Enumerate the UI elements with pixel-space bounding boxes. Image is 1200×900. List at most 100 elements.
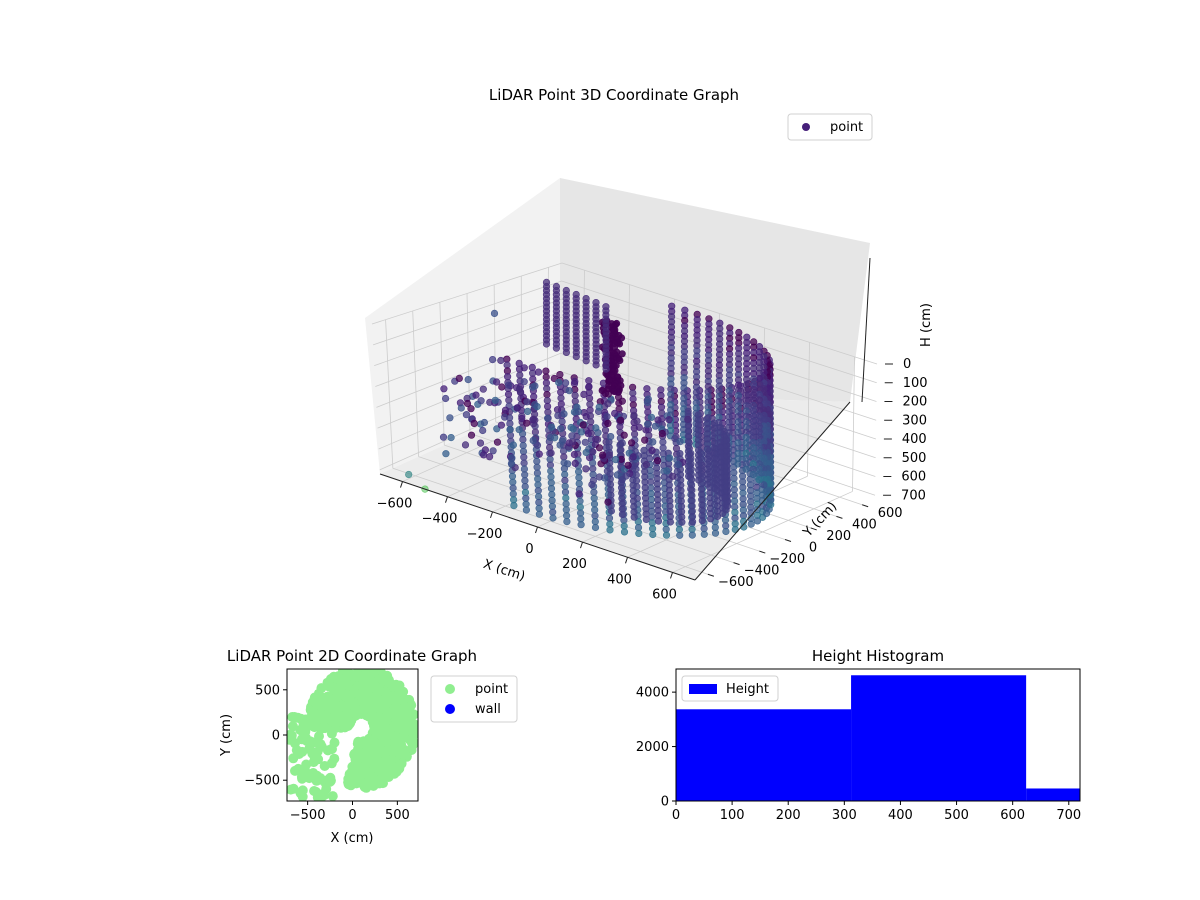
- point-3d: [467, 405, 475, 413]
- point-3d: [575, 474, 583, 482]
- point-2d: [390, 732, 401, 743]
- point-3d: [490, 309, 499, 318]
- point-3d: [447, 434, 455, 442]
- point-2d: [287, 730, 297, 741]
- x-tick-mark: [535, 526, 538, 534]
- point-3d: [534, 481, 542, 489]
- point-3d: [467, 431, 476, 439]
- point-3d: [629, 453, 637, 461]
- point-3d: [649, 438, 657, 446]
- histogram-bar-1: [851, 675, 1027, 801]
- legend-3d-frame: [787, 113, 873, 141]
- point-2d: [389, 768, 400, 779]
- point-2d: [396, 758, 407, 769]
- y-tick-label: 200: [826, 529, 851, 544]
- point-2d: [408, 737, 418, 748]
- point-3d: [560, 453, 568, 461]
- point-3d: [522, 494, 530, 502]
- y-tick-label: 0: [809, 541, 817, 556]
- point-3d: [592, 424, 600, 432]
- point-3d: [629, 389, 637, 397]
- point-3d: [604, 498, 612, 506]
- z-tick-label: 700: [901, 488, 926, 503]
- point-3d: [591, 523, 600, 532]
- point-3d: [529, 415, 538, 423]
- grid-z: [372, 280, 877, 384]
- legend-2d-marker-wall: [445, 704, 455, 714]
- point-3d: [591, 506, 599, 514]
- point-3d: [598, 451, 607, 459]
- point-3d: [607, 507, 616, 515]
- point-3d: [523, 419, 531, 427]
- legend-2d-marker-point: [445, 684, 455, 694]
- point-3d: [522, 506, 531, 514]
- point-3d: [676, 531, 684, 539]
- z-tick-label: 300: [902, 413, 927, 428]
- point-2d: [329, 753, 340, 764]
- point-3d: [557, 425, 565, 433]
- point-3d: [649, 530, 657, 539]
- point-3d: [595, 403, 603, 411]
- legend-histogram: Height: [681, 675, 779, 702]
- point-3d: [503, 361, 511, 369]
- x-tick-label-2d: 500: [385, 808, 410, 823]
- ticks-2d: −500 0 500 −500 0 500: [244, 683, 409, 823]
- point-3d: [624, 461, 632, 469]
- point-3d: [477, 397, 485, 405]
- point-2d: [371, 697, 382, 708]
- point-2d: [392, 746, 403, 757]
- point-3d: [584, 430, 592, 438]
- point-3d: [604, 419, 612, 428]
- point-3d: [479, 385, 487, 393]
- point-3d: [630, 411, 638, 419]
- point-3d: [518, 414, 526, 423]
- point-3d: [555, 378, 563, 387]
- point-3d: [547, 423, 556, 431]
- point-3d: [519, 436, 527, 444]
- chart-3d: LiDAR Point 3D Coordinate Graph −600−400…: [365, 86, 934, 602]
- point-3d: [534, 487, 542, 495]
- x-tick-label-histogram: 100: [720, 808, 745, 823]
- point-3d: [543, 414, 552, 422]
- point-3d: [678, 518, 686, 526]
- point-3d: [549, 514, 557, 522]
- point-3d: [561, 482, 569, 490]
- point-2d: [380, 748, 391, 758]
- point-2d: [350, 751, 361, 762]
- x-tick-label: 200: [562, 557, 587, 572]
- x-tick-label: −600: [377, 497, 413, 512]
- x-tick-label-histogram: 300: [832, 808, 857, 823]
- point-3d: [552, 344, 561, 352]
- point-3d: [457, 404, 465, 412]
- y-axis-label-2d: Y (cm): [219, 714, 234, 757]
- point-3d: [505, 381, 513, 389]
- point-3d: [663, 467, 671, 475]
- point-3d: [593, 435, 602, 444]
- point-3d: [684, 472, 693, 480]
- point-3d: [618, 439, 626, 447]
- z-axis-line: [861, 257, 871, 403]
- grid-z: [371, 262, 878, 365]
- point-3d: [547, 467, 555, 475]
- point-3d: [481, 446, 490, 454]
- y-tick-mark: [733, 562, 740, 566]
- point-2d: [395, 738, 406, 749]
- point-3d: [633, 417, 641, 425]
- point-3d: [550, 374, 558, 383]
- point-3d: [547, 449, 555, 457]
- y-tick-label-2d: 500: [255, 683, 280, 698]
- point-3d: [515, 426, 523, 434]
- histogram-bar-2: [1026, 788, 1080, 801]
- point-3d: [635, 529, 643, 538]
- x-tick-mark: [400, 481, 403, 488]
- point-3d: [574, 468, 583, 476]
- point-3d: [666, 454, 674, 462]
- y-tick-label: −600: [718, 575, 754, 590]
- point-3d: [531, 401, 539, 409]
- point-3d: [616, 356, 624, 365]
- x-tick-label: 600: [652, 587, 677, 602]
- point-3d: [535, 510, 544, 518]
- points-3d: [405, 278, 775, 539]
- legend-2d-label-point: point: [475, 682, 508, 697]
- x-axis-label: X (cm): [481, 557, 527, 585]
